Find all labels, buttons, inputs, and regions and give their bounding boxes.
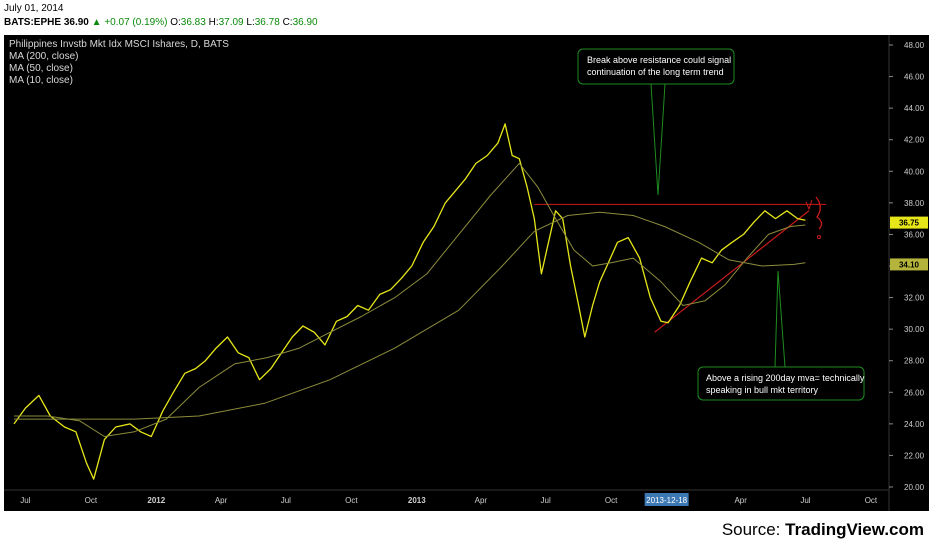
price-tick-label: 28.00 [904, 357, 925, 366]
legend: Philippines Invstb Mkt Idx MSCI Ishares,… [9, 39, 229, 86]
price-tick-label: 44.00 [904, 104, 925, 113]
price-tick-label: 36.00 [904, 230, 925, 239]
price-tick-label: 20.00 [904, 483, 925, 492]
quote-date: July 01, 2014 [4, 3, 64, 14]
time-tick-label: Oct [865, 496, 878, 505]
ma200-series-line [14, 211, 806, 420]
quote-header: July 01, 2014 BATS:EPHE 36.90 ▲ +0.07 (0… [4, 0, 604, 34]
high-label: H: [208, 17, 219, 28]
time-tick-label: Jul [541, 496, 551, 505]
annotation-resistance-pointer [650, 83, 666, 196]
open-label: O: [170, 17, 181, 28]
time-tick-label: Jul [800, 496, 810, 505]
drawing-marks [805, 196, 823, 239]
dot-mark [817, 235, 821, 239]
time-tick-label: Oct [345, 496, 358, 505]
price-tick-label: 38.00 [904, 199, 925, 208]
last-price-label: 36.75 [899, 219, 920, 228]
quote-line: BATS:EPHE 36.90 ▲ +0.07 (0.19%) O:36.83 … [4, 17, 318, 28]
low-label: L: [246, 17, 255, 28]
price-tick-label: 30.00 [904, 325, 925, 334]
legend-ma50: MA (50, close) [9, 63, 73, 74]
time-tick-label: Oct [85, 496, 98, 505]
ma-value-label: 34.10 [899, 260, 920, 269]
price-tick-label: 40.00 [904, 167, 925, 176]
time-tick-label: Apr [215, 496, 228, 505]
source-credit: Source: TradingView.com [722, 520, 924, 540]
price-series-line [13, 123, 806, 480]
time-tick-label: 2013-12-18 [646, 496, 687, 505]
high-value: 37.09 [218, 17, 244, 28]
annotation-resistance: Break above resistance could signal cont… [577, 48, 735, 196]
legend-ma10: MA (10, close) [9, 75, 73, 86]
up-arrow-icon: ▲ [91, 17, 102, 28]
quote-last: 36.90 [63, 17, 89, 28]
price-tick-label: 42.00 [904, 136, 925, 145]
close-value: 36.90 [292, 17, 318, 28]
last-price-badge [890, 216, 928, 229]
price-tick-label: 22.00 [904, 451, 925, 460]
ma50-series-line [14, 162, 806, 437]
annotation-resistance-box [577, 48, 735, 85]
close-label: C: [282, 17, 293, 28]
low-value: 36.78 [254, 17, 280, 28]
plot-layer: 36.75 34.10 [13, 123, 928, 480]
time-tick-label: Apr [734, 496, 747, 505]
time-tick-label: Jul [20, 496, 30, 505]
annotation-ma-line2: speaking in bull mkt territory [706, 385, 819, 395]
quote-symbol: BATS:EPHE [4, 17, 62, 28]
date-cursor-badge [644, 493, 689, 506]
time-tick-label: 2013 [408, 496, 426, 505]
time-tick-label: Jul [281, 496, 291, 505]
ma-value-badge [890, 258, 928, 271]
price-axis: 48.0046.0044.0042.0040.0038.0036.0034.00… [888, 35, 925, 511]
open-value: 36.83 [180, 17, 206, 28]
price-chart[interactable]: 48.0046.0044.0042.0040.0038.0036.0034.00… [4, 35, 929, 511]
legend-title: Philippines Invstb Mkt Idx MSCI Ishares,… [9, 39, 229, 50]
annotation-ma: Above a rising 200day mva= technically s… [697, 270, 865, 401]
annotation-ma-pointer [774, 270, 786, 368]
support-trendline [654, 210, 810, 333]
tick-mark [805, 199, 813, 211]
annotation-resistance-line1: Break above resistance could signal [587, 55, 731, 65]
time-tick-label: Oct [605, 496, 618, 505]
quote-change: +0.07 (0.19%) [104, 17, 168, 28]
legend-ma200: MA (200, close) [9, 51, 78, 62]
price-tick-label: 32.00 [904, 294, 925, 303]
source-name: TradingView.com [785, 520, 924, 539]
bracket-mark [815, 196, 823, 230]
price-tick-label: 24.00 [904, 420, 925, 429]
annotation-ma-line1: Above a rising 200day mva= technically [706, 373, 865, 383]
annotation-resistance-line2: continuation of the long term trend [587, 67, 724, 77]
price-tick-label: 46.00 [904, 73, 925, 82]
source-prefix: Source: [721, 520, 786, 539]
time-tick-label: 2012 [147, 496, 165, 505]
price-tick-label: 48.00 [904, 41, 925, 50]
time-tick-label: Apr [475, 496, 488, 505]
annotation-ma-box [697, 366, 865, 401]
price-tick-label: 26.00 [904, 388, 925, 397]
chart-area[interactable]: 48.0046.0044.0042.0040.0038.0036.0034.00… [4, 35, 929, 511]
time-axis: Jul Oct 2012 Apr Jul Oct 2013 Apr Jul Oct 2013-12-… [4, 489, 889, 506]
